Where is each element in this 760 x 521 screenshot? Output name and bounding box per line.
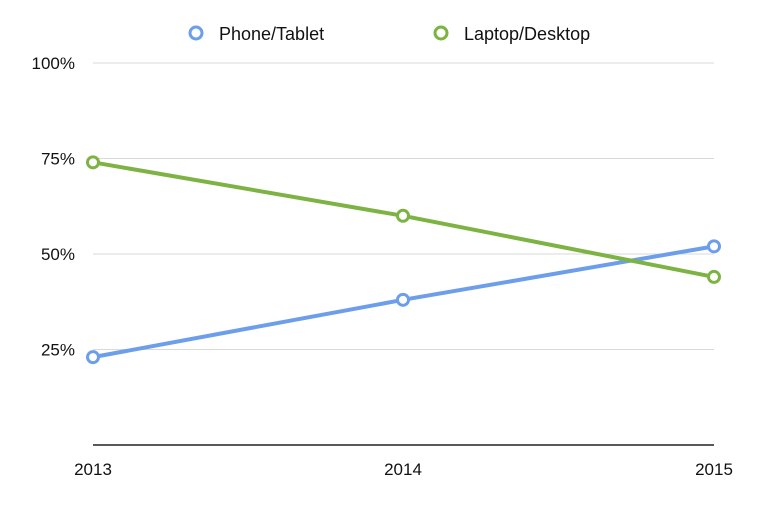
data-point [396,292,410,307]
axes: 25% 50% 75% 100% 2013 2014 2015 [32,54,733,479]
x-tick-label: 2014 [384,460,422,479]
x-tick-label: 2015 [695,460,733,479]
legend: Phone/Tablet Laptop/Desktop [188,24,590,44]
data-point [707,269,721,284]
data-points [86,155,721,365]
legend-marker-icon [188,25,204,41]
y-tick-label: 25% [41,341,75,360]
data-point [396,208,410,223]
x-tick-label: 2013 [74,460,112,479]
data-point [86,350,100,365]
grid [93,62,714,350]
legend-label: Laptop/Desktop [464,24,590,44]
y-tick-label: 75% [41,150,75,169]
y-tick-label: 50% [41,245,75,264]
legend-marker-icon [433,25,449,41]
series-lines [91,160,716,360]
y-tick-label: 100% [32,54,75,73]
data-point [707,239,721,254]
legend-label: Phone/Tablet [219,24,324,44]
data-point [86,155,100,170]
